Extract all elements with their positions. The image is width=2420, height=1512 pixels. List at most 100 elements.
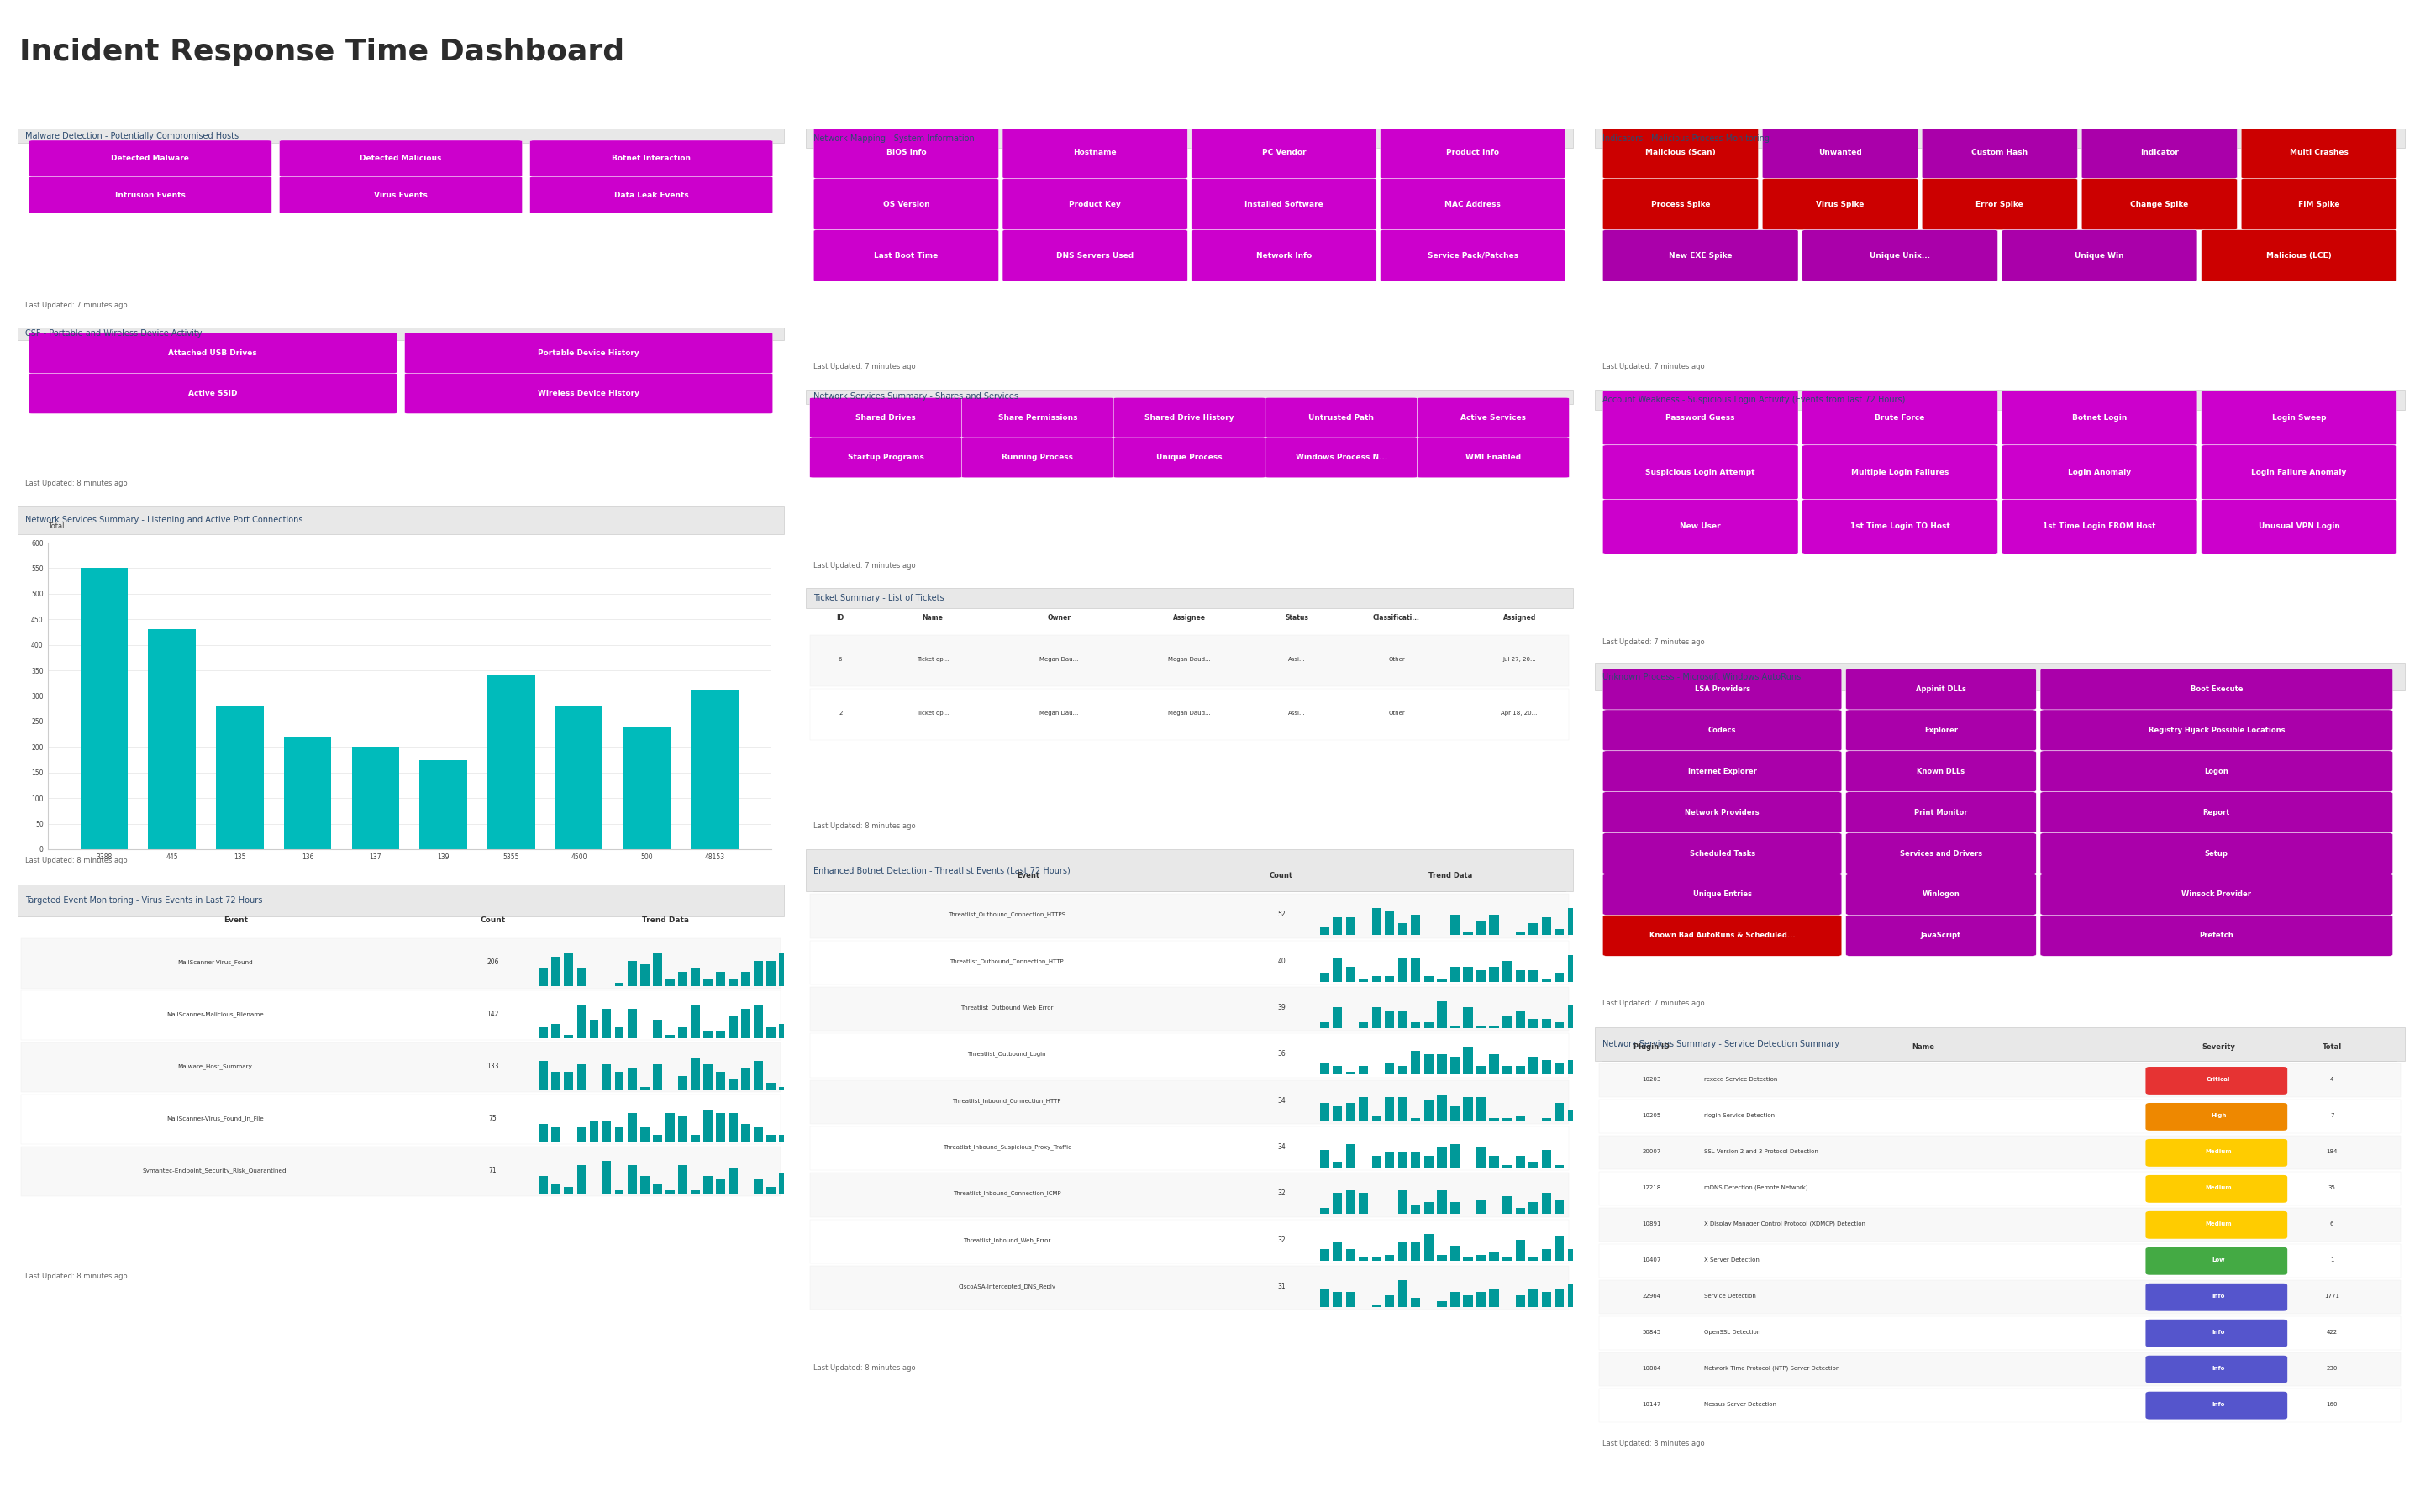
FancyBboxPatch shape xyxy=(1266,437,1418,478)
FancyBboxPatch shape xyxy=(1542,918,1551,936)
FancyBboxPatch shape xyxy=(2147,1391,2287,1420)
Text: 6: 6 xyxy=(2330,1222,2333,1226)
Text: Product Info: Product Info xyxy=(1447,150,1500,157)
Text: Count: Count xyxy=(1270,872,1292,880)
Text: Malicious (Scan): Malicious (Scan) xyxy=(1646,150,1716,157)
FancyBboxPatch shape xyxy=(1319,927,1329,936)
FancyBboxPatch shape xyxy=(1379,230,1566,281)
FancyBboxPatch shape xyxy=(1399,1243,1408,1261)
FancyBboxPatch shape xyxy=(627,1009,636,1039)
FancyBboxPatch shape xyxy=(1319,972,1329,981)
FancyBboxPatch shape xyxy=(1346,1190,1355,1214)
Text: Last Updated: 7 minutes ago: Last Updated: 7 minutes ago xyxy=(813,363,915,370)
FancyBboxPatch shape xyxy=(1488,1054,1498,1075)
FancyBboxPatch shape xyxy=(1450,1202,1459,1214)
Text: Trend Data: Trend Data xyxy=(641,916,690,924)
Text: Data Leak Events: Data Leak Events xyxy=(615,191,690,198)
FancyBboxPatch shape xyxy=(1384,912,1394,936)
FancyBboxPatch shape xyxy=(1602,127,1759,178)
FancyBboxPatch shape xyxy=(1319,1022,1329,1028)
Text: FIM Spike: FIM Spike xyxy=(2299,201,2340,209)
Text: OS Version: OS Version xyxy=(883,201,929,209)
Text: 142: 142 xyxy=(486,1010,499,1018)
FancyBboxPatch shape xyxy=(961,437,1113,478)
Text: 22964: 22964 xyxy=(1643,1293,1660,1299)
FancyBboxPatch shape xyxy=(1568,1004,1578,1028)
Text: 4: 4 xyxy=(2330,1077,2333,1083)
FancyBboxPatch shape xyxy=(1600,1244,2401,1278)
FancyBboxPatch shape xyxy=(1450,1143,1459,1167)
FancyBboxPatch shape xyxy=(603,1120,612,1142)
FancyBboxPatch shape xyxy=(1425,975,1433,981)
Text: CiscoASA-Intercepted_DNS_Reply: CiscoASA-Intercepted_DNS_Reply xyxy=(958,1284,1055,1290)
Text: Trend Data: Trend Data xyxy=(1428,872,1471,880)
FancyBboxPatch shape xyxy=(1399,1152,1408,1167)
Text: Known Bad AutoRuns & Scheduled...: Known Bad AutoRuns & Scheduled... xyxy=(1650,931,1796,939)
FancyBboxPatch shape xyxy=(552,1072,561,1090)
FancyBboxPatch shape xyxy=(17,505,784,534)
Text: 10884: 10884 xyxy=(1641,1365,1660,1370)
FancyBboxPatch shape xyxy=(540,1176,547,1194)
FancyBboxPatch shape xyxy=(728,1113,738,1142)
FancyBboxPatch shape xyxy=(1921,178,2076,230)
FancyBboxPatch shape xyxy=(1464,966,1474,981)
FancyBboxPatch shape xyxy=(690,1190,699,1194)
Text: Other: Other xyxy=(1389,656,1406,662)
FancyBboxPatch shape xyxy=(1360,1258,1367,1261)
FancyBboxPatch shape xyxy=(1372,909,1382,936)
Text: 6: 6 xyxy=(840,656,842,662)
FancyBboxPatch shape xyxy=(1503,1016,1512,1028)
Text: Multiple Login Failures: Multiple Login Failures xyxy=(1851,469,1948,476)
FancyBboxPatch shape xyxy=(1360,1098,1367,1122)
FancyBboxPatch shape xyxy=(678,972,687,986)
Text: Botnet Interaction: Botnet Interaction xyxy=(612,154,690,162)
FancyBboxPatch shape xyxy=(811,635,1568,686)
FancyBboxPatch shape xyxy=(1384,975,1394,981)
FancyBboxPatch shape xyxy=(1437,1001,1447,1028)
Text: 206: 206 xyxy=(486,959,499,966)
FancyBboxPatch shape xyxy=(1503,1196,1512,1214)
FancyBboxPatch shape xyxy=(576,968,586,986)
FancyBboxPatch shape xyxy=(1602,390,1798,445)
FancyBboxPatch shape xyxy=(653,954,661,986)
FancyBboxPatch shape xyxy=(1600,1281,2401,1314)
Text: Network Providers: Network Providers xyxy=(1684,809,1759,816)
Text: ID: ID xyxy=(837,614,845,621)
FancyBboxPatch shape xyxy=(2147,1175,2287,1202)
Text: MAC Address: MAC Address xyxy=(1445,201,1500,209)
FancyBboxPatch shape xyxy=(806,390,1573,404)
FancyBboxPatch shape xyxy=(2001,390,2197,445)
Bar xyxy=(351,747,399,850)
FancyBboxPatch shape xyxy=(1346,1249,1355,1261)
FancyBboxPatch shape xyxy=(530,177,772,213)
Text: Login Anomaly: Login Anomaly xyxy=(2069,469,2132,476)
FancyBboxPatch shape xyxy=(811,894,1568,937)
FancyBboxPatch shape xyxy=(741,1069,750,1090)
Text: 10147: 10147 xyxy=(1641,1402,1660,1406)
FancyBboxPatch shape xyxy=(666,980,675,986)
FancyBboxPatch shape xyxy=(2147,1284,2287,1311)
Text: Last Updated: 7 minutes ago: Last Updated: 7 minutes ago xyxy=(813,562,915,570)
Text: Network Mapping - System Information: Network Mapping - System Information xyxy=(813,135,975,142)
FancyBboxPatch shape xyxy=(1476,969,1486,981)
FancyBboxPatch shape xyxy=(716,1031,726,1039)
FancyBboxPatch shape xyxy=(1762,178,1919,230)
Text: Assi...: Assi... xyxy=(1287,711,1304,715)
FancyBboxPatch shape xyxy=(1399,1066,1408,1075)
FancyBboxPatch shape xyxy=(1515,1010,1525,1028)
Text: Network Info: Network Info xyxy=(1256,251,1312,259)
FancyBboxPatch shape xyxy=(755,960,762,986)
FancyBboxPatch shape xyxy=(1476,1066,1486,1075)
FancyBboxPatch shape xyxy=(2147,1247,2287,1275)
Text: Threatlist_Inbound_Suspicious_Proxy_Traffic: Threatlist_Inbound_Suspicious_Proxy_Traf… xyxy=(944,1145,1072,1151)
FancyBboxPatch shape xyxy=(1542,1249,1551,1261)
Text: Last Updated: 8 minutes ago: Last Updated: 8 minutes ago xyxy=(813,1364,915,1371)
FancyBboxPatch shape xyxy=(1319,1290,1329,1306)
Text: Unknown Process - Microsoft Windows AutoRuns: Unknown Process - Microsoft Windows Auto… xyxy=(1602,673,1800,680)
Text: Active SSID: Active SSID xyxy=(189,390,237,398)
Text: Severity: Severity xyxy=(2202,1043,2236,1051)
Text: Assignee: Assignee xyxy=(1174,614,1205,621)
FancyBboxPatch shape xyxy=(1602,709,1842,751)
Text: Known DLLs: Known DLLs xyxy=(1917,768,1965,776)
Text: Product Key: Product Key xyxy=(1070,201,1120,209)
